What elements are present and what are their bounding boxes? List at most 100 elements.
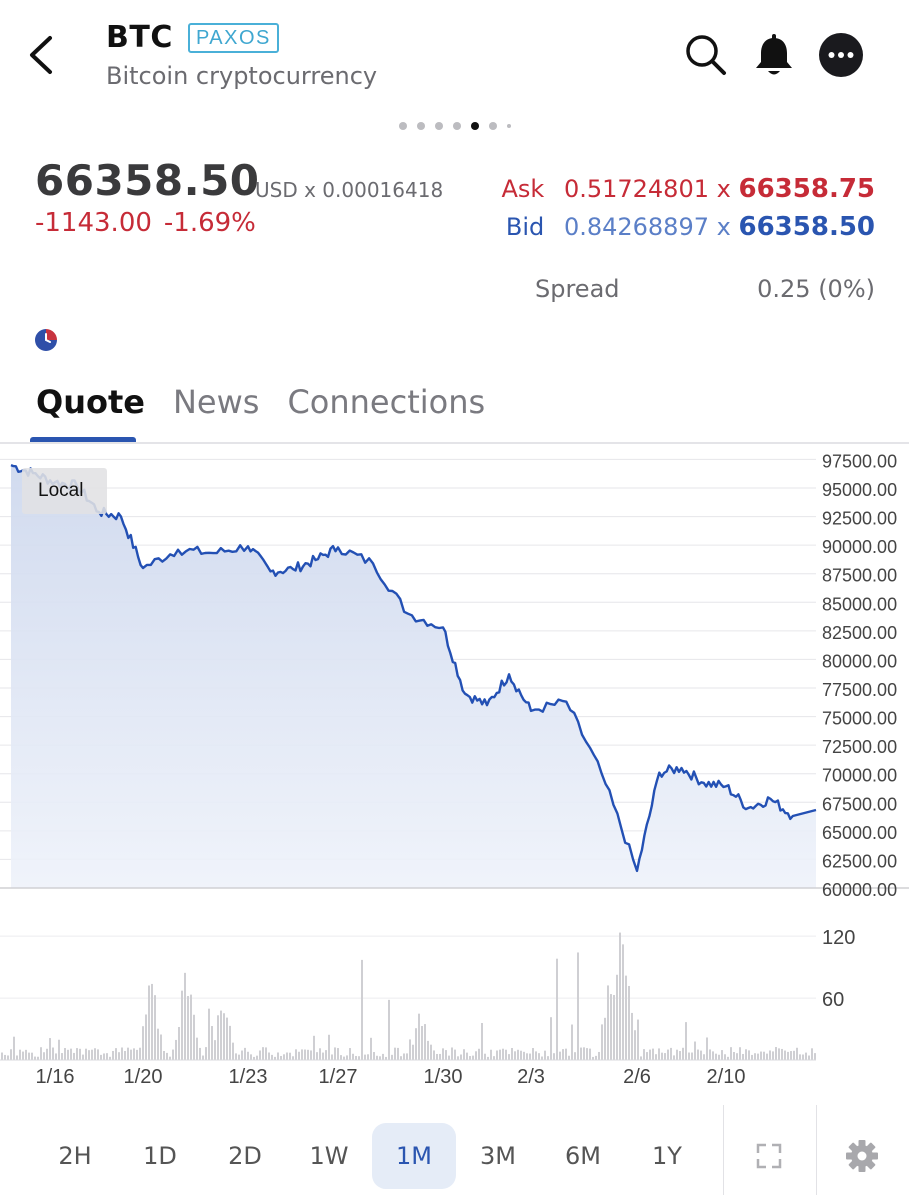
volume-bar	[418, 1013, 420, 1060]
volume-bar	[106, 1053, 108, 1060]
volume-bar	[694, 1041, 696, 1060]
local-time-label[interactable]: Local	[22, 468, 107, 514]
range-1w[interactable]: 1W	[309, 1142, 349, 1170]
page-dot	[506, 123, 511, 128]
page-dot	[488, 121, 497, 130]
volume-bar	[190, 994, 192, 1060]
volume-bar	[760, 1051, 762, 1060]
back-button[interactable]	[22, 30, 62, 80]
volume-bar	[370, 1037, 372, 1060]
volume-bar	[199, 1047, 201, 1060]
price-chart[interactable]: 97500.00 95000.00 92500.00 90000.00 87500.00…	[0, 444, 909, 1100]
volume-bar	[46, 1048, 48, 1060]
volume-bar	[355, 1055, 357, 1060]
volume-bar	[544, 1050, 546, 1060]
tabs-divider	[0, 442, 909, 444]
volume-bar	[232, 1042, 234, 1060]
volume-bar	[520, 1050, 522, 1060]
volume-bar	[805, 1052, 807, 1060]
range-2h[interactable]: 2H	[58, 1142, 92, 1170]
price-area	[11, 465, 816, 888]
last-price: 66358.50	[35, 156, 260, 205]
search-button[interactable]	[683, 32, 729, 78]
volume-bar	[109, 1056, 111, 1060]
volume-bar	[88, 1050, 90, 1060]
volume-bar	[358, 1056, 360, 1060]
volume-bar	[568, 1055, 570, 1060]
volume-bar	[301, 1049, 303, 1060]
volume-bar	[265, 1047, 267, 1060]
volume-bar	[538, 1053, 540, 1060]
tab-news[interactable]: News	[172, 383, 260, 421]
volume-bar	[565, 1048, 567, 1060]
volume-bar	[406, 1053, 408, 1060]
volume-bar	[613, 995, 615, 1060]
tab-connections[interactable]: Connections	[287, 383, 486, 421]
volume-bar	[16, 1055, 18, 1060]
volume-bar	[724, 1054, 726, 1060]
volume-bar	[391, 1054, 393, 1060]
more-button[interactable]	[818, 32, 864, 78]
volume-bar	[40, 1047, 42, 1060]
volume-bar	[637, 1019, 639, 1060]
volume-bar	[448, 1055, 450, 1060]
range-1d[interactable]: 1D	[143, 1142, 177, 1170]
fullscreen-button[interactable]	[744, 1131, 794, 1181]
volume-bar	[181, 990, 183, 1060]
volume-bar	[145, 1014, 147, 1060]
volume-bar	[112, 1050, 114, 1060]
volume-bar	[553, 1053, 555, 1060]
volume-bar	[451, 1047, 453, 1060]
volume-bar	[529, 1053, 531, 1060]
volume-bar	[490, 1049, 492, 1060]
volume-bar	[157, 1028, 159, 1060]
volume-bar	[220, 1010, 222, 1060]
volume-bar	[91, 1049, 93, 1060]
volume-bar	[115, 1048, 117, 1060]
market-hours-button[interactable]	[35, 329, 57, 351]
volume-bar	[400, 1056, 402, 1060]
volume-bar	[154, 995, 156, 1060]
volume-bar	[55, 1053, 57, 1060]
volume-bar	[7, 1055, 9, 1060]
volume-bar	[67, 1049, 69, 1060]
volume-bar	[130, 1049, 132, 1060]
volume-bar	[481, 1023, 483, 1060]
volume-bar	[430, 1044, 432, 1060]
volume-bar	[19, 1049, 21, 1060]
range-6m[interactable]: 6M	[565, 1142, 601, 1170]
range-3m[interactable]: 3M	[480, 1142, 516, 1170]
y-tick-label: 85000.00	[822, 594, 897, 614]
volume-bar	[196, 1037, 198, 1060]
spread-label: Spread	[535, 275, 620, 303]
volume-bar	[748, 1050, 750, 1060]
range-1m[interactable]: 1M	[372, 1123, 456, 1189]
volume-bar	[583, 1047, 585, 1060]
range-2d[interactable]: 2D	[228, 1142, 262, 1170]
page-indicator[interactable]	[0, 115, 909, 134]
volume-bar	[4, 1054, 6, 1060]
alerts-button[interactable]	[751, 32, 797, 78]
chart-settings-button[interactable]	[837, 1131, 887, 1181]
x-tick-label: 2/6	[623, 1066, 651, 1088]
volume-bar	[628, 985, 630, 1060]
tab-bar: Quote News Connections	[36, 383, 513, 421]
volume-bar	[331, 1054, 333, 1060]
volume-bar	[790, 1051, 792, 1060]
volume-bar	[76, 1048, 78, 1060]
volume-bar	[610, 994, 612, 1060]
volume-bar	[394, 1047, 396, 1060]
volume-bar	[94, 1048, 96, 1060]
price-line	[10, 463, 817, 873]
volume-bar	[577, 952, 579, 1060]
volume-bar	[229, 1025, 231, 1060]
volume-bar	[253, 1056, 255, 1060]
volume-bar	[667, 1049, 669, 1060]
volume-bar	[421, 1026, 423, 1060]
volume-bar	[364, 1054, 366, 1060]
page-dot-active	[470, 121, 479, 130]
volume-bar	[766, 1053, 768, 1060]
tab-quote[interactable]: Quote	[36, 383, 145, 421]
volume-bar	[478, 1048, 480, 1060]
range-1y[interactable]: 1Y	[652, 1142, 682, 1170]
